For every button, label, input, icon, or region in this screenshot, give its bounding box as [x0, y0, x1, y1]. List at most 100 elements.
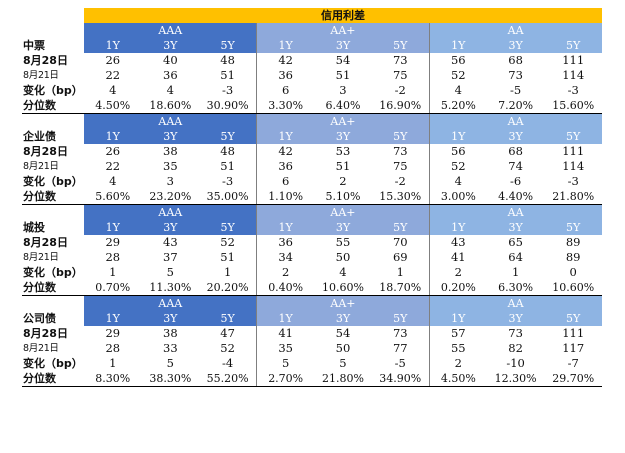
rating-label: AAA [141, 113, 200, 129]
value-cell: 54 [335, 53, 351, 67]
tenor-label: 5Y [544, 311, 602, 326]
tenor-label: 1Y [256, 311, 315, 326]
value-cell: 4 [339, 265, 347, 279]
section-name: 公司债 [23, 312, 56, 325]
rating-cell [84, 204, 142, 220]
value-cell: -3 [222, 174, 234, 188]
value-cell: 5 [166, 265, 174, 279]
tenor-label: 1Y [428, 38, 487, 53]
value-cell: 4 [109, 174, 117, 188]
value-cell: 117 [562, 341, 585, 355]
value-cell: 22 [105, 159, 121, 173]
value-cell: 48 [220, 53, 235, 67]
value-cell: 52 [428, 68, 487, 83]
row-label: 变化（bp） [23, 266, 83, 279]
row-label: 8月28日 [23, 145, 68, 158]
change-row: 变化（bp） 1 5 1 2 4 1 2 1 0 [22, 265, 602, 280]
percentile-row: 分位数 8.30% 38.30% 55.20% 2.70% 21.80% 34.90% 4.5… [22, 371, 602, 387]
value-cell: 51 [335, 68, 351, 82]
rating-cell [371, 295, 430, 311]
value-cell: 114 [562, 159, 585, 173]
rating-label: AA+ [314, 295, 372, 311]
value-cell: 48 [220, 144, 235, 158]
value-cell: 64 [508, 250, 523, 264]
current-row: 8月28日 29 43 52 36 55 70 43 65 89 [22, 235, 602, 250]
value-cell: 74 [508, 159, 523, 173]
change-row: 变化（bp） 1 5 -4 5 5 -5 2 -10 -7 [22, 356, 602, 371]
value-cell: 3 [339, 83, 347, 97]
row-label: 分位数 [22, 189, 84, 205]
value-cell: 5 [339, 356, 347, 370]
current-row: 8月28日 29 38 47 41 54 73 57 73 111 [22, 326, 602, 341]
value-cell: 36 [256, 235, 315, 250]
value-cell: 57 [428, 326, 487, 341]
rating-cell [256, 23, 315, 38]
value-cell: 55 [428, 341, 487, 356]
row-label: 变化（bp） [23, 84, 83, 97]
value-cell: 52 [428, 159, 487, 174]
value-cell: 37 [163, 250, 178, 264]
rating-cell [84, 113, 142, 129]
value-cell: 38 [163, 326, 178, 340]
tenor-label: 3Y [314, 129, 372, 144]
rating-cell [428, 23, 487, 38]
rating-label: AA+ [314, 23, 372, 38]
value-cell: 4.50% [84, 98, 142, 114]
value-cell: 28 [105, 341, 121, 355]
value-cell: -3 [222, 83, 234, 97]
value-cell: 6 [256, 174, 315, 189]
value-cell: 75 [392, 68, 408, 82]
value-cell: 2 [428, 356, 487, 371]
value-cell: 5 [166, 356, 174, 370]
value-cell: 2.70% [256, 371, 315, 387]
value-cell: 68 [508, 144, 523, 158]
value-cell: 75 [392, 159, 408, 173]
tenor-header-row: 企业债 1Y 3Y 5Y 1Y 3Y 5Y 1Y 3Y 5Y [22, 129, 602, 144]
previous-row: 8月21日 28 33 52 35 50 77 55 82 117 [22, 341, 602, 356]
tenor-label: 1Y [256, 38, 315, 53]
value-cell: 3.00% [428, 189, 487, 205]
title-corner [22, 8, 84, 23]
value-cell: 35 [163, 159, 178, 173]
tenor-label: 5Y [199, 311, 257, 326]
rating-label: AAA [141, 295, 200, 311]
value-cell: 47 [220, 326, 235, 340]
section-name: 中票 [23, 39, 45, 52]
value-cell: 4 [109, 83, 117, 97]
value-cell: 1 [396, 265, 404, 279]
value-cell: 30.90% [199, 98, 257, 114]
percentile-row: 分位数 4.50% 18.60% 30.90% 3.30% 6.40% 16.90% 5.20… [22, 98, 602, 114]
tenor-label: 3Y [486, 311, 545, 326]
value-cell: -5 [394, 356, 406, 370]
table-body: 信用利差 AAA AA+ AA 中票 1Y 3Y 5Y 1Y 3Y 5Y 1Y 3Y 5Y 8月28日 26… [22, 8, 602, 387]
percentile-row: 分位数 0.70% 11.30% 20.20% 0.40% 10.60% 18.70% 0.2… [22, 280, 602, 296]
value-cell: 2 [339, 174, 347, 188]
row-label: 分位数 [22, 371, 84, 387]
section-name: 城投 [23, 221, 45, 234]
value-cell: 0 [569, 265, 577, 279]
value-cell: 35 [256, 341, 315, 356]
row-label: 分位数 [22, 280, 84, 296]
credit-spread-table-container: 信用利差 AAA AA+ AA 中票 1Y 3Y 5Y 1Y 3Y 5Y 1Y 3Y 5Y 8月28日 26… [22, 8, 602, 387]
change-row: 变化（bp） 4 4 -3 6 3 -2 4 -5 -3 [22, 83, 602, 98]
value-cell: 1 [511, 265, 520, 279]
tenor-header-row: 中票 1Y 3Y 5Y 1Y 3Y 5Y 1Y 3Y 5Y [22, 38, 602, 53]
row-label: 8月21日 [23, 161, 59, 172]
value-cell: 111 [562, 53, 585, 67]
value-cell: 33 [163, 341, 178, 355]
value-cell: 43 [163, 235, 178, 249]
rating-label: AA+ [314, 204, 372, 220]
value-cell: 18.70% [371, 280, 430, 296]
tenor-label: 5Y [371, 311, 430, 326]
tenor-label: 3Y [314, 311, 372, 326]
rating-header-corner [22, 205, 84, 221]
value-cell: 111 [562, 326, 585, 340]
section-name: 企业债 [23, 130, 56, 143]
tenor-label: 5Y [371, 129, 430, 144]
tenor-label: 1Y [84, 129, 142, 144]
rating-cell [544, 204, 602, 220]
value-cell: 36 [256, 159, 315, 174]
tenor-label: 3Y [141, 129, 200, 144]
value-cell: 89 [565, 235, 581, 249]
value-cell: 38.30% [141, 371, 200, 387]
